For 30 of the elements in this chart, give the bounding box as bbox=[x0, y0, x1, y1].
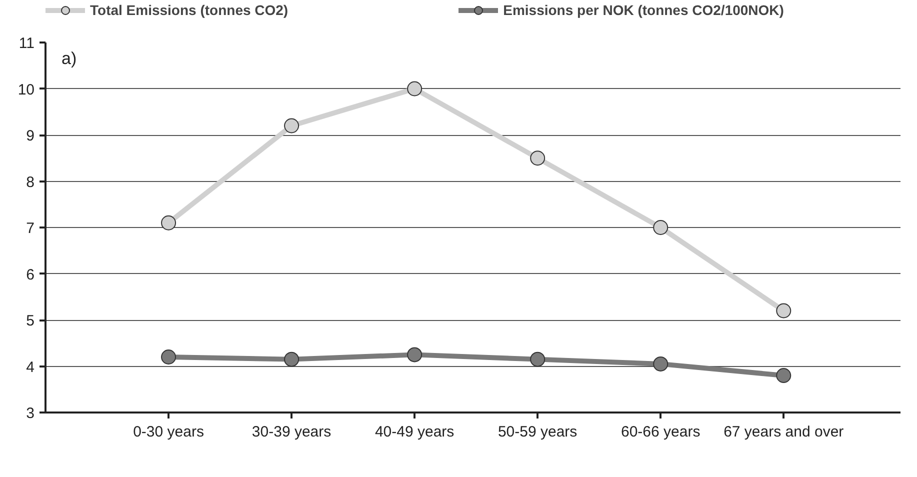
point bbox=[776, 303, 792, 318]
legend-label: Total Emissions (tonnes CO2) bbox=[90, 2, 288, 18]
point bbox=[284, 352, 300, 367]
point bbox=[284, 118, 300, 134]
y-tick-label: 4 bbox=[26, 358, 34, 376]
y-tick-label: 11 bbox=[18, 35, 35, 52]
y-tick-label: 3 bbox=[26, 405, 34, 422]
point bbox=[407, 347, 422, 362]
point bbox=[776, 368, 792, 383]
y-tick-label: 8 bbox=[26, 174, 34, 191]
point bbox=[161, 215, 176, 230]
y-tick-label: 6 bbox=[26, 266, 34, 284]
x-tick-label: 40-49 years bbox=[374, 424, 454, 440]
point bbox=[530, 352, 546, 367]
x-tick-label: 30-39 years bbox=[252, 424, 332, 440]
y-tick-label: 10 bbox=[18, 81, 35, 98]
point bbox=[653, 220, 668, 235]
point bbox=[653, 356, 668, 372]
x-tick-label: 67 years and over bbox=[724, 424, 844, 440]
x-tick-label: 60-66 years bbox=[621, 424, 700, 440]
y-tick-label: 5 bbox=[26, 312, 34, 330]
point bbox=[407, 81, 422, 96]
annotation: a) bbox=[62, 48, 77, 68]
x-tick-label: 0-30 years bbox=[133, 424, 204, 440]
point bbox=[161, 350, 176, 364]
legend-label: Emissions per NOK (tonnes CO2/100NOK) bbox=[503, 2, 784, 18]
y-tick-label: 7 bbox=[26, 220, 34, 237]
x-tick-label: 50-59 years bbox=[498, 424, 578, 440]
point bbox=[530, 150, 546, 166]
y-tick-label: 9 bbox=[26, 128, 34, 144]
